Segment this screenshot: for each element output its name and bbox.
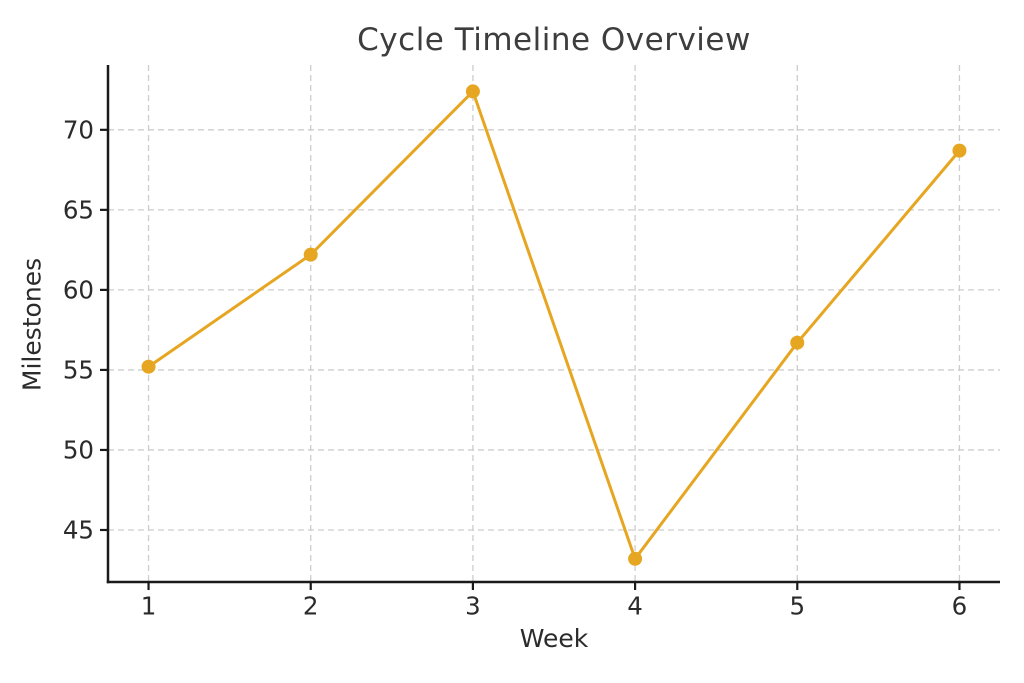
data-point: [303, 247, 318, 262]
data-point: [952, 143, 967, 158]
y-tick-label: 45: [63, 515, 94, 544]
y-tick-label: 65: [63, 195, 94, 224]
y-tick-label: 70: [63, 115, 94, 144]
x-tick-label: 6: [952, 591, 968, 620]
x-tick-label: 4: [627, 591, 643, 620]
data-point: [790, 335, 805, 350]
data-point: [628, 551, 643, 566]
y-tick-label: 55: [63, 355, 94, 384]
x-tick-label: 2: [303, 591, 319, 620]
y-tick-label: 60: [63, 275, 94, 304]
x-axis-title: Week: [519, 624, 589, 653]
series-line: [147, 89, 961, 561]
x-tick-label: 1: [141, 591, 157, 620]
data-point: [141, 359, 156, 374]
x-tick-label: 3: [465, 591, 481, 620]
data-point: [465, 84, 480, 99]
y-tick-label: 50: [63, 435, 94, 464]
chart-title: Cycle Timeline Overview: [357, 22, 751, 58]
x-tick-label: 5: [789, 591, 805, 620]
